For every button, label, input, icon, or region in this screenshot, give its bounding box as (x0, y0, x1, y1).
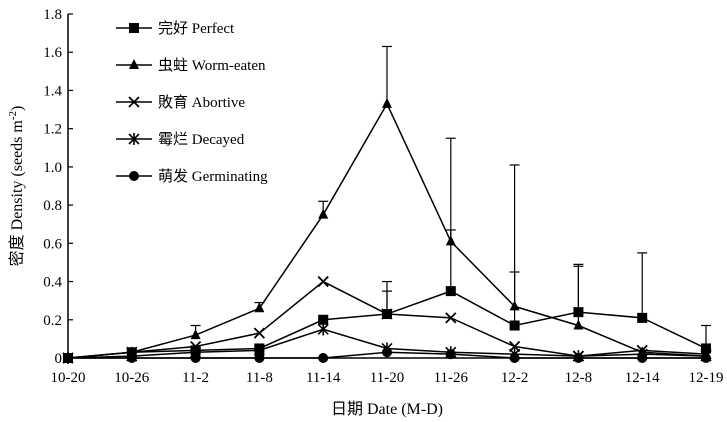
y-axis-title-close: ) (9, 106, 26, 111)
data-point-square (318, 314, 329, 325)
x-tick-label: 11-26 (434, 370, 469, 386)
data-point-triangle (190, 329, 201, 340)
y-tick-label: 1.8 (43, 7, 62, 23)
x-tick-label: 12-19 (689, 370, 724, 386)
legend-item: 完好 Perfect (116, 20, 235, 37)
data-point-circle (63, 353, 73, 363)
y-axis-title-main: 密度 Density (seeds m (8, 120, 26, 267)
series-circle (63, 347, 711, 363)
y-tick-label: 0.2 (43, 313, 62, 329)
data-point-square (637, 312, 648, 323)
x-tick-label: 10-20 (51, 370, 86, 386)
data-point-triangle (382, 97, 392, 108)
x-tick-label: 11-20 (370, 370, 404, 386)
data-point-square (701, 343, 711, 354)
y-axis-title: 密度 Density (seeds m-2) (7, 106, 26, 267)
y-tick-label: 0 (55, 351, 63, 367)
chart-legend: 完好 Perfect 虫蛀 Worm-eaten 敗育 Abortive 霉烂 Dec… (116, 20, 268, 185)
data-point-x (381, 308, 393, 320)
y-tick-label: 1.6 (43, 45, 62, 61)
legend-item: 霉烂 Decayed (116, 131, 245, 148)
y-tick-label: 1.4 (43, 83, 62, 99)
x-tick-label: 10-26 (114, 370, 149, 386)
data-point-square (445, 286, 456, 297)
x-tick-label: 12-14 (625, 370, 660, 386)
data-point-x (317, 275, 329, 288)
data-point-circle (701, 353, 711, 363)
data-point-triangle (129, 59, 139, 69)
x-tick-label: 11-2 (182, 370, 209, 386)
data-point-x (445, 312, 457, 324)
legend-item: 虫蛀 Worm-eaten (116, 57, 266, 74)
data-point-circle (190, 353, 201, 363)
legend-item: 敗育 Abortive (116, 94, 245, 111)
y-tick-label: 1.0 (43, 160, 62, 176)
data-point-star (128, 133, 140, 145)
x-tick-label: 11-14 (306, 370, 341, 386)
data-point-star (317, 323, 329, 336)
data-point-triangle (318, 208, 329, 219)
y-tick-label: 0.4 (43, 275, 62, 291)
y-axis-ticks: 0 0.2 0.4 0.6 0.8 1.0 1.2 1.4 1.6 1.8 (43, 7, 73, 367)
legend-label: 霉烂 Decayed (158, 131, 245, 148)
data-point-circle (509, 353, 520, 363)
data-point-circle (637, 353, 648, 363)
y-axis-title-superscript: -2 (7, 111, 19, 120)
x-tick-label: 11-8 (246, 370, 273, 386)
x-tick-label: 12-8 (565, 370, 593, 386)
data-point-circle (382, 347, 392, 358)
data-point-circle (573, 353, 584, 363)
data-point-triangle (445, 235, 456, 246)
data-point-circle (318, 353, 329, 363)
data-point-x (253, 327, 266, 339)
y-tick-label: 1.2 (43, 122, 62, 138)
data-point-x (128, 96, 140, 108)
x-axis-title: 日期 Date (M-D) (331, 400, 443, 418)
data-point-circle (254, 353, 265, 363)
legend-item: 萌发 Germinating (116, 168, 268, 185)
legend-label: 敗育 Abortive (158, 94, 245, 111)
y-tick-label: 0.8 (43, 198, 62, 214)
data-point-square (509, 320, 520, 331)
data-point-circle (129, 171, 139, 181)
x-axis-ticks: 10-20 10-26 11-2 11-8 11-14 11-20 11-26 12-2 12-… (51, 353, 724, 386)
data-point-triangle (254, 302, 265, 313)
data-point-triangle (509, 300, 520, 311)
legend-label: 完好 Perfect (158, 20, 235, 37)
legend-label: 萌发 Germinating (158, 168, 268, 185)
series-square (63, 164, 711, 363)
x-tick-label: 12-2 (501, 370, 529, 386)
series-layer (62, 45, 712, 364)
data-point-square (129, 23, 139, 33)
data-point-triangle (573, 319, 584, 330)
y-tick-label: 0.6 (43, 236, 62, 252)
data-point-circle (445, 349, 456, 360)
data-point-circle (126, 353, 137, 363)
legend-label: 虫蛀 Worm-eaten (158, 57, 266, 74)
